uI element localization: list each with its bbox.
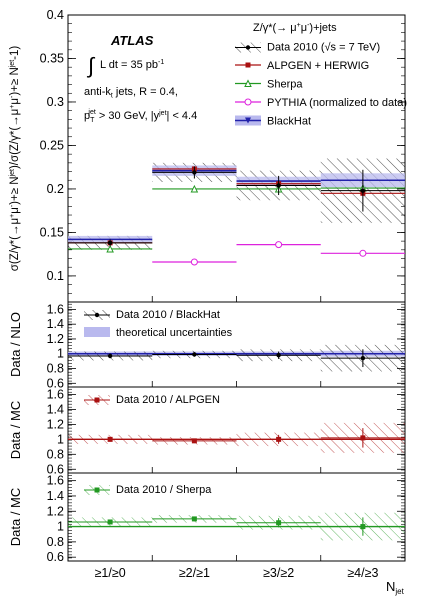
y-tick-label: 0.1 [47, 269, 64, 283]
legend-label-pythia: PYTHIA (normalized to data) [267, 97, 407, 109]
panel-mc_sherpa: 0.60.81 1.21.41.6 Data / MC Data 2010 / She… [8, 472, 406, 564]
ratio-marker [107, 353, 113, 359]
ratio-marker [360, 524, 366, 530]
cuts-label: pTjet > 30 GeV, |yjet| < 4.4 [84, 109, 197, 124]
y-tick-label: 1.4 [47, 489, 64, 503]
ratio-marker [191, 438, 197, 444]
y-axis-title: σ(Z/γ*(→μ+μ-)+≥ Njet)/σ(Z/γ*(→μ+μ-)+≥ Nj… [9, 46, 21, 272]
sherpa-marker [190, 184, 199, 193]
sherpa-marker [106, 244, 114, 253]
x-axis-title: Njet [386, 579, 405, 596]
y-tick-label: 1.2 [47, 417, 64, 431]
x-tick-label: ≥4/≥3 [347, 566, 378, 580]
legend-label-mc_sherpa-0: Data 2010 / Sherpa [116, 484, 212, 496]
y-tick-label: 1 [57, 520, 64, 534]
legend-label-blackhat: BlackHat [267, 116, 311, 128]
x-tick-label: ≥1/≥0 [95, 566, 126, 580]
y-tick-label: 0.6 [47, 376, 64, 390]
ratio-marker [360, 355, 366, 361]
legend-label-alpgen: ALPGEN + HERWIG [267, 60, 369, 72]
legend-symbol-alpgen [245, 62, 251, 68]
legend-header: Z/γ*(→ μ+μ-)+jets [253, 22, 337, 34]
legend-symbol-theory [84, 327, 110, 337]
legend-label-data: Data 2010 (√s = 7 TeV) [267, 42, 380, 54]
ratio-marker [192, 352, 197, 357]
y-tick-label: 0.8 [47, 535, 64, 549]
y-tick-label: 1.6 [47, 474, 64, 488]
legend-symbol-ratio [94, 487, 100, 493]
ratio-marker [276, 520, 282, 526]
ratio-marker [276, 436, 282, 442]
y-tick-label: 0.15 [40, 225, 64, 239]
legend-label-nlo-0: Data 2010 / BlackHat [116, 309, 220, 321]
integral-sign: ∫ [86, 53, 96, 78]
y-tick-label: 1.2 [47, 504, 64, 518]
y-tick-label: 1 [57, 347, 64, 361]
lumi-label: L dt = 35 pb-1 [100, 59, 164, 71]
jet-algo-label: anti-kt jets, R = 0.4, [84, 86, 178, 100]
y-tick-label: 1.4 [47, 402, 64, 416]
data-marker [360, 188, 366, 193]
y-tick-label: 0.8 [47, 362, 64, 376]
atlas-label: ATLAS [110, 33, 154, 48]
y-tick-label: 0.25 [40, 138, 64, 152]
legend-symbol-data [245, 45, 251, 50]
y-tick-label: 0.6 [47, 550, 64, 564]
legend-symbol-ratio [94, 312, 100, 318]
legend-symbol-sherpa [244, 79, 252, 87]
y-tick-label: 1.6 [47, 387, 64, 401]
x-tick-label: ≥3/≥2 [263, 566, 294, 580]
ratio-marker [191, 516, 197, 522]
y-tick-label: 0.4 [47, 8, 64, 22]
y-tick-label: 1.4 [47, 317, 64, 331]
y-tick-label: 0.2 [47, 182, 64, 196]
ratio-marker [360, 435, 366, 441]
y-axis-title: Data / MC [8, 401, 23, 460]
legend-label-mc_alpgen-0: Data 2010 / ALPGEN [116, 394, 220, 406]
data-marker [107, 240, 113, 246]
legend-symbol-pythia [244, 98, 252, 106]
y-tick-label: 1.2 [47, 332, 64, 346]
x-tick-label: ≥2/≥1 [179, 566, 210, 580]
legend-symbol-ratio [94, 397, 100, 403]
y-tick-label: 1.6 [47, 302, 64, 316]
legend-label-nlo-1: theoretical uncertainties [116, 327, 233, 339]
y-axis-title: Data / MC [8, 488, 23, 547]
panel-nlo: 0.60.811.21.41.6 Data / NLO Data 2010 / Bl… [8, 301, 406, 390]
y-tick-label: 0.8 [47, 447, 64, 461]
ratio-marker [107, 436, 113, 442]
y-tick-label: 0.3 [47, 95, 64, 109]
y-tick-label: 1 [57, 432, 64, 446]
pythia-marker [190, 258, 198, 266]
pythia-marker [275, 241, 283, 249]
legend-label-sherpa: Sherpa [267, 79, 303, 91]
panel-mc_alpgen: 0.60.811.21.41.6 Data / MC Data 2010 / ALP… [8, 386, 406, 476]
data-marker [276, 183, 281, 188]
pythia-marker [359, 249, 367, 257]
data-marker [192, 170, 197, 175]
y-axis-title: Data / NLO [8, 312, 23, 377]
y-tick-label: 0.35 [40, 51, 64, 65]
ratio-marker [107, 519, 113, 525]
y-tick-label: 0.6 [47, 462, 64, 476]
panel-main: 0.1 0.15 0.2 0.25 0.3 0.35 0.4 σ(Z/γ*(→μ+μ-)+≥ … [9, 8, 407, 303]
ratio-marker [276, 353, 281, 358]
legend-symbol-blackhat [245, 117, 251, 124]
